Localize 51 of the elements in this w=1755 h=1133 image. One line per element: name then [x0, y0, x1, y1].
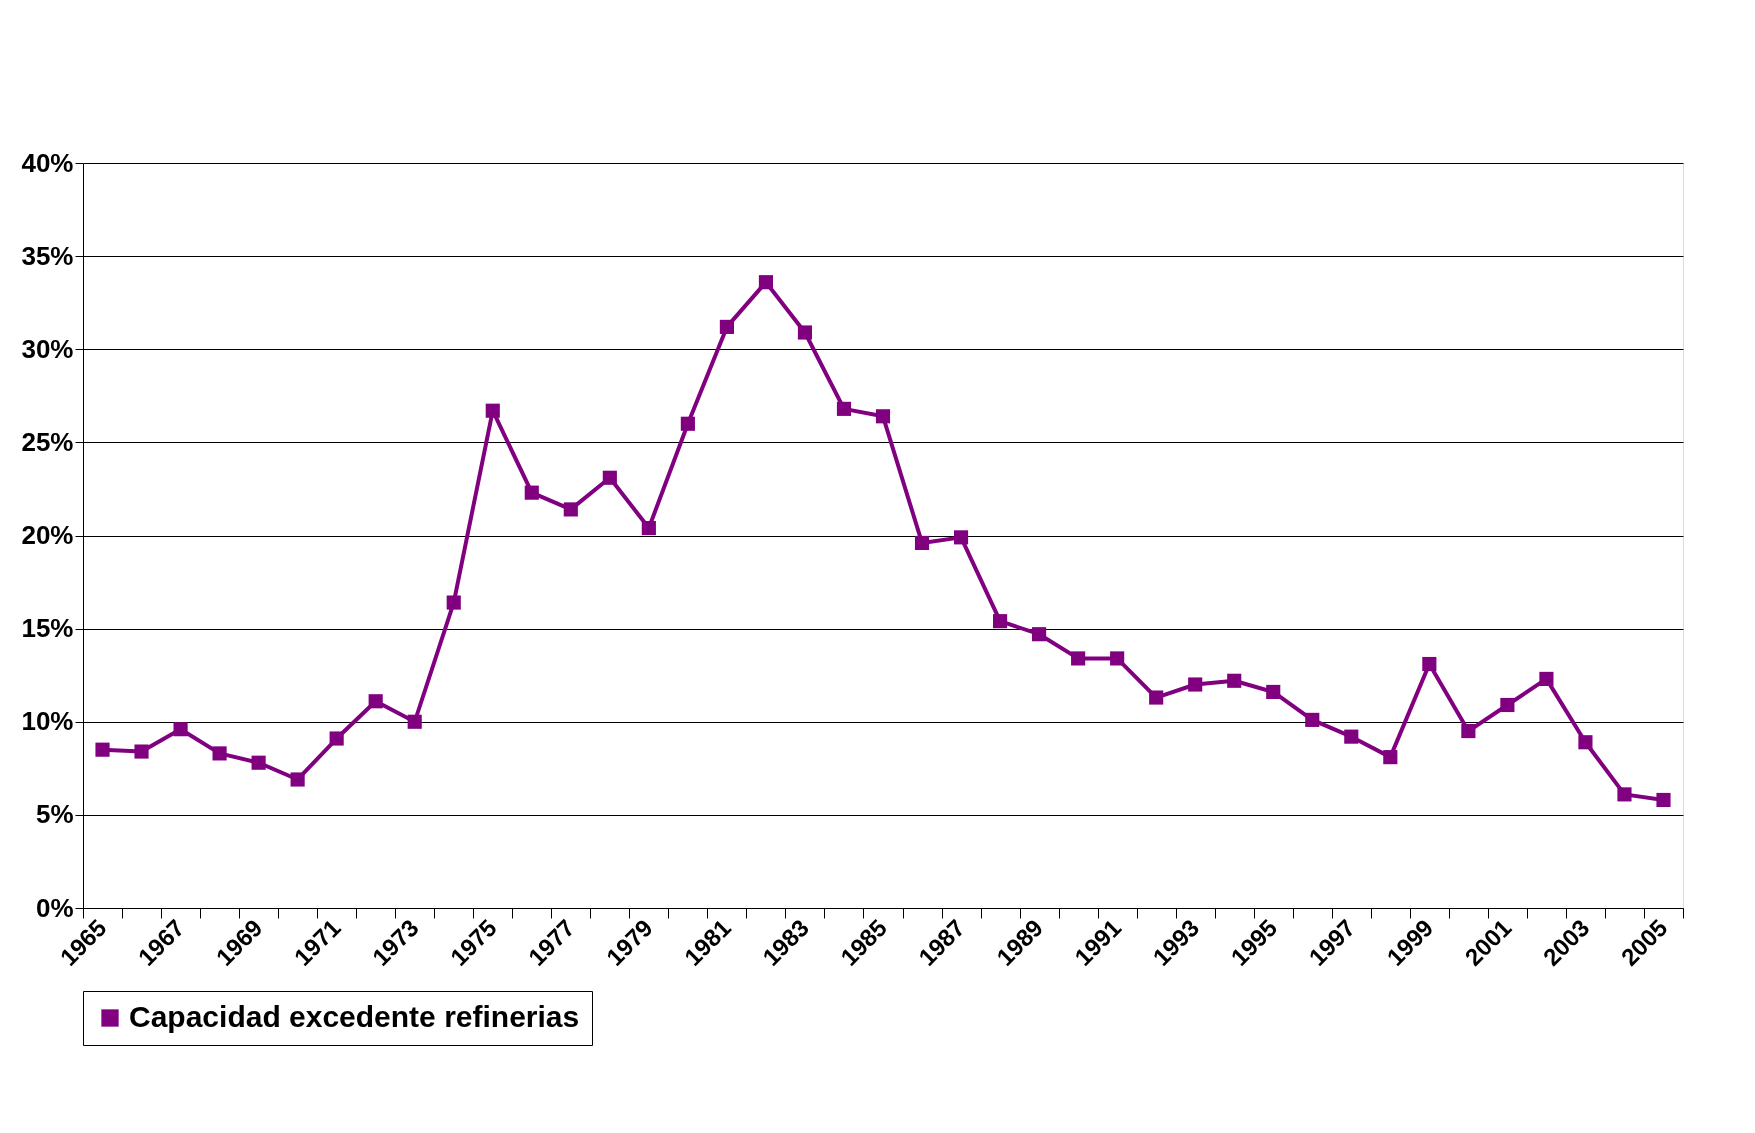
point [836, 401, 852, 416]
point [1305, 712, 1320, 727]
point [329, 731, 344, 746]
point [1071, 651, 1086, 666]
y-tick-label: 5% [35, 799, 74, 830]
point [993, 614, 1008, 629]
point [134, 744, 149, 759]
point [290, 772, 305, 787]
point [563, 502, 578, 517]
point [173, 722, 188, 737]
point [602, 470, 617, 485]
point [1539, 671, 1554, 686]
point [758, 275, 773, 290]
y-tick-label: 40% [21, 147, 74, 178]
point [1461, 723, 1476, 739]
y-tick-label: 20% [21, 520, 74, 550]
y-tick-label: 25% [21, 426, 74, 457]
point [1149, 690, 1164, 705]
point [719, 319, 734, 334]
point [95, 742, 110, 757]
point [1383, 750, 1398, 765]
point [446, 595, 461, 610]
point [1578, 735, 1593, 750]
y-tick-label: 0% [35, 892, 74, 923]
y-tick-label: 35% [21, 240, 74, 271]
point [212, 746, 227, 761]
point [1344, 729, 1359, 744]
point [524, 485, 539, 500]
point [797, 325, 813, 340]
point [680, 416, 695, 431]
point [1032, 627, 1047, 642]
point [1656, 792, 1671, 808]
point [641, 520, 656, 536]
point [251, 755, 266, 770]
legend-label: Capacidad excedente refinerias [129, 1000, 580, 1033]
point [875, 409, 891, 424]
point [1500, 697, 1515, 713]
point [1110, 651, 1125, 666]
point [1188, 677, 1203, 692]
point [407, 714, 422, 729]
y-tick-label: 15% [21, 613, 74, 644]
point [1266, 684, 1281, 700]
point [914, 535, 930, 551]
point [1227, 673, 1242, 688]
y-tick-label: 30% [21, 333, 74, 364]
point [368, 694, 383, 709]
point [1422, 656, 1437, 672]
point [953, 530, 969, 545]
y-tick-label: 10% [21, 706, 74, 737]
point [485, 403, 500, 418]
point [1617, 787, 1632, 802]
